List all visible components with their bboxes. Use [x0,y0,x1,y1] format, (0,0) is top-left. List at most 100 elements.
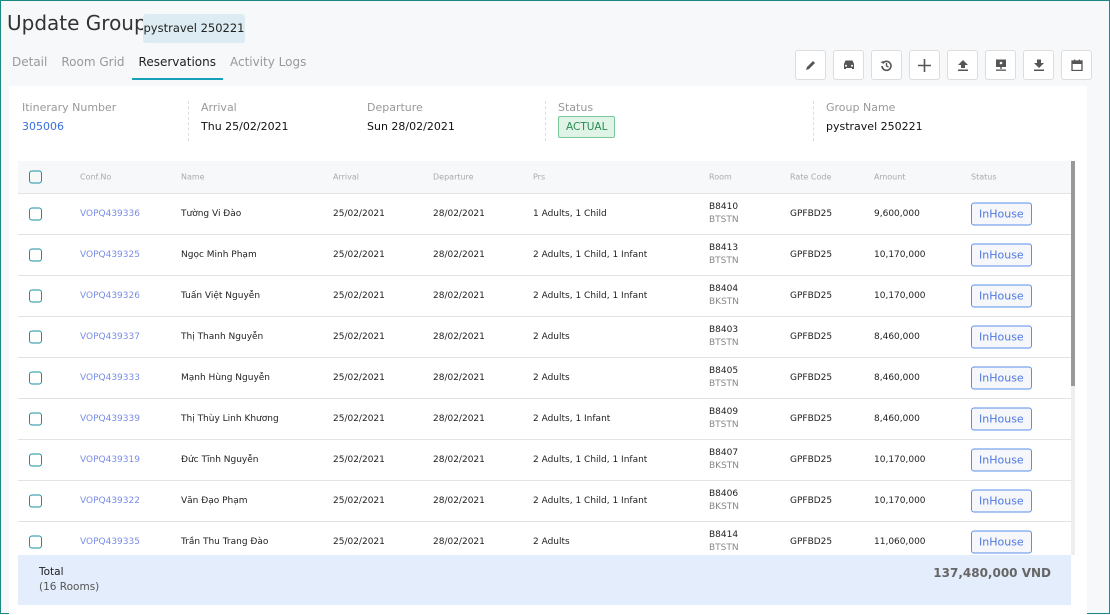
departure-date: 28/02/2021 [433,414,485,424]
total-amount: 137,480,000 VND [933,566,1051,580]
table-row: VOPQ439339 Thị Thùy Linh Khương 25/02/20… [18,399,1071,440]
table-scrollbar[interactable] [1071,161,1075,555]
col-status: Status [971,172,997,182]
status-button[interactable]: InHouse [971,366,1032,390]
tab-reservations[interactable]: Reservations [131,51,223,80]
row-checkbox[interactable] [29,494,42,508]
departure-date: 28/02/2021 [433,209,485,219]
departure-date: 28/02/2021 [433,537,485,547]
conf-number-link[interactable]: VOPQ439335 [80,537,140,547]
col-room: Room [709,172,732,182]
group-name-info: Group Name pystravel 250221 [826,101,923,133]
calendar-button[interactable] [1061,50,1092,80]
guest-name: Mạnh Hùng Nguyễn [181,373,271,383]
itinerary-link[interactable]: 305006 [22,120,64,133]
room-cell: B8405 BTSTN [709,365,739,391]
status-button[interactable]: InHouse [971,530,1032,554]
upload-icon [957,60,968,71]
room-number: B8413 [709,243,739,253]
conf-number-link[interactable]: VOPQ439322 [80,496,140,506]
arrival-date: 25/02/2021 [333,373,385,383]
row-checkbox[interactable] [29,248,42,262]
persons: 1 Adults, 1 Child [533,209,607,219]
persons: 2 Adults, 1 Child, 1 Infant [533,455,648,465]
guest-name: Tường Vi Đào [181,209,242,219]
table-body: VOPQ439336 Tường Vi Đào 25/02/2021 28/02… [18,194,1071,555]
upload-button[interactable] [947,50,978,80]
edit-icon [805,61,815,70]
divider [188,101,189,141]
edit-button[interactable] [795,50,826,80]
row-checkbox[interactable] [29,412,42,426]
conf-number-link[interactable]: VOPQ439336 [80,209,140,219]
display-button[interactable] [985,50,1016,80]
row-checkbox[interactable] [29,371,42,385]
tab-detail[interactable]: Detail [12,55,48,69]
room-number: B8403 [709,325,739,335]
room-number: B8409 [709,407,739,417]
row-checkbox[interactable] [29,289,42,303]
persons: 2 Adults [533,537,570,547]
status-button[interactable]: InHouse [971,284,1032,308]
status-button[interactable]: InHouse [971,407,1032,431]
table-row: VOPQ439322 Văn Đạo Phạm 25/02/2021 28/02… [18,481,1071,522]
conf-number-link[interactable]: VOPQ439333 [80,373,140,383]
rooms-count: (16 Rooms) [39,581,100,593]
room-type: BTSTN [709,256,739,266]
room-type: BKSTN [709,502,740,512]
group-name-value: pystravel 250221 [826,120,923,133]
plus-icon [918,58,931,72]
conf-number-link[interactable]: VOPQ439337 [80,332,140,342]
tab-activity-logs[interactable]: Activity Logs [229,55,307,69]
table-row: VOPQ439325 Ngọc Minh Phạm 25/02/2021 28/… [18,235,1071,276]
history-button[interactable] [871,50,902,80]
status-button[interactable]: InHouse [971,325,1032,349]
status-info: Status ACTUAL [558,101,616,138]
departure-label: Departure [367,101,423,114]
departure-date: 28/02/2021 [433,373,485,383]
room-type: BTSTN [709,338,739,348]
room-cell: B8413 BTSTN [709,242,739,268]
guest-name: Thị Thùy Linh Khương [181,414,279,424]
scrollbar-thumb[interactable] [1071,161,1075,386]
transport-button[interactable] [833,50,864,80]
rate-code: GPFBD25 [790,537,833,547]
col-rate-code: Rate Code [790,172,832,182]
download-button[interactable] [1023,50,1054,80]
persons: 2 Adults, 1 Child, 1 Infant [533,250,648,260]
status-button[interactable]: InHouse [971,448,1032,472]
row-checkbox[interactable] [29,535,42,549]
arrival-date: 25/02/2021 [333,332,385,342]
status-button[interactable]: InHouse [971,202,1032,226]
persons: 2 Adults, 1 Infant [533,414,611,424]
calendar-icon [1070,59,1083,71]
col-departure: Departure [433,172,474,182]
row-checkbox[interactable] [29,453,42,467]
room-cell: B8403 BTSTN [709,324,739,350]
status-button[interactable]: InHouse [971,243,1032,267]
arrival-date: 25/02/2021 [333,209,385,219]
conf-number-link[interactable]: VOPQ439339 [80,414,140,424]
add-button[interactable] [909,50,940,80]
status-badge: ACTUAL [558,116,616,138]
history-icon [880,60,892,71]
conf-number-link[interactable]: VOPQ439326 [80,291,140,301]
row-checkbox[interactable] [29,207,42,221]
room-type: BTSTN [709,215,739,225]
tab-room-grid[interactable]: Room Grid [61,55,125,69]
status-button[interactable]: InHouse [971,489,1032,513]
rate-code: GPFBD25 [790,496,833,506]
conf-number-link[interactable]: VOPQ439325 [80,250,140,260]
rate-code: GPFBD25 [790,455,833,465]
arrival-info: Arrival Thu 25/02/2021 [201,101,289,133]
amount: 8,460,000 [874,414,920,424]
group-name-label: Group Name [826,101,896,114]
select-all-checkbox[interactable] [29,170,42,184]
amount: 10,170,000 [874,250,926,260]
row-checkbox[interactable] [29,330,42,344]
room-type: BKSTN [709,297,740,307]
persons: 2 Adults, 1 Child, 1 Infant [533,496,648,506]
room-cell: B8414 BTSTN [709,529,739,555]
conf-number-link[interactable]: VOPQ439319 [80,455,140,465]
status-label: Status [558,101,594,114]
